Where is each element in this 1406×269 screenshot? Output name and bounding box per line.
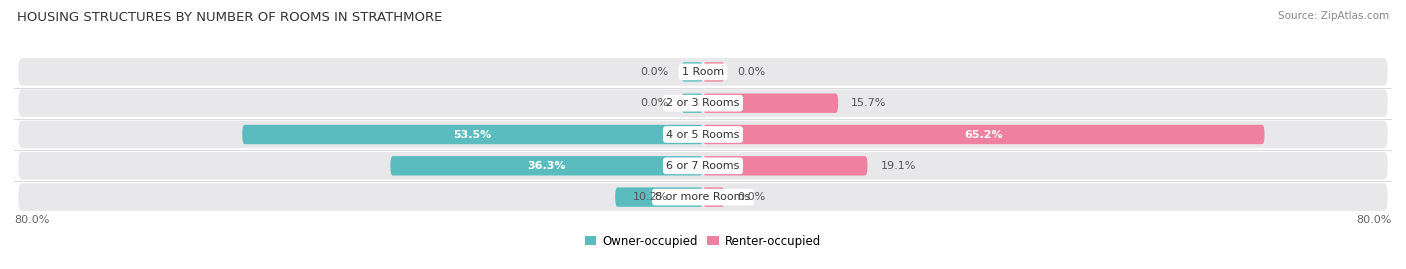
FancyBboxPatch shape	[391, 156, 703, 175]
Text: 6 or 7 Rooms: 6 or 7 Rooms	[666, 161, 740, 171]
FancyBboxPatch shape	[703, 62, 724, 82]
Text: 4 or 5 Rooms: 4 or 5 Rooms	[666, 129, 740, 140]
Text: 65.2%: 65.2%	[965, 129, 1002, 140]
FancyBboxPatch shape	[703, 156, 868, 175]
Text: 19.1%: 19.1%	[880, 161, 915, 171]
Text: 0.0%: 0.0%	[738, 67, 766, 77]
Text: 8 or more Rooms: 8 or more Rooms	[655, 192, 751, 202]
Text: 0.0%: 0.0%	[640, 67, 669, 77]
FancyBboxPatch shape	[682, 94, 703, 113]
Text: 10.2%: 10.2%	[633, 192, 669, 202]
Text: 0.0%: 0.0%	[640, 98, 669, 108]
Text: Source: ZipAtlas.com: Source: ZipAtlas.com	[1278, 11, 1389, 21]
Text: 15.7%: 15.7%	[851, 98, 887, 108]
FancyBboxPatch shape	[18, 121, 1388, 148]
FancyBboxPatch shape	[616, 187, 703, 207]
FancyBboxPatch shape	[682, 62, 703, 82]
FancyBboxPatch shape	[18, 183, 1388, 211]
Text: 1 Room: 1 Room	[682, 67, 724, 77]
FancyBboxPatch shape	[18, 89, 1388, 117]
FancyBboxPatch shape	[703, 187, 724, 207]
FancyBboxPatch shape	[242, 125, 703, 144]
Text: 80.0%: 80.0%	[14, 215, 49, 225]
Text: HOUSING STRUCTURES BY NUMBER OF ROOMS IN STRATHMORE: HOUSING STRUCTURES BY NUMBER OF ROOMS IN…	[17, 11, 443, 24]
Text: 36.3%: 36.3%	[527, 161, 567, 171]
FancyBboxPatch shape	[703, 94, 838, 113]
Text: 2 or 3 Rooms: 2 or 3 Rooms	[666, 98, 740, 108]
FancyBboxPatch shape	[18, 58, 1388, 86]
FancyBboxPatch shape	[18, 152, 1388, 180]
Text: 80.0%: 80.0%	[1357, 215, 1392, 225]
Text: 53.5%: 53.5%	[454, 129, 492, 140]
Text: 0.0%: 0.0%	[738, 192, 766, 202]
FancyBboxPatch shape	[703, 125, 1264, 144]
Legend: Owner-occupied, Renter-occupied: Owner-occupied, Renter-occupied	[579, 230, 827, 253]
